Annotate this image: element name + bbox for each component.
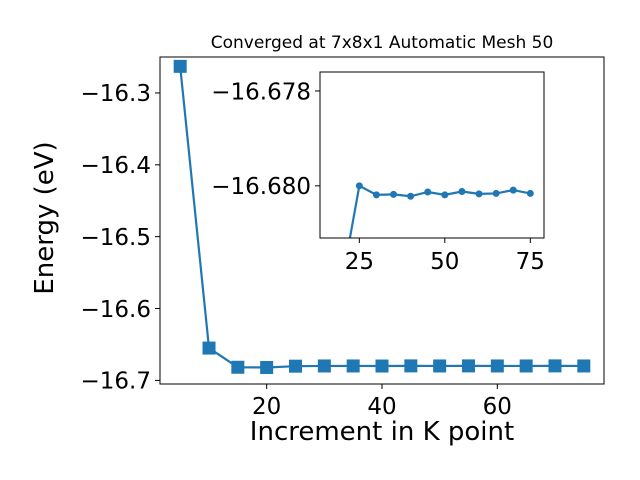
inset-data-point — [526, 189, 534, 197]
main-y-tick-label: −16.3 — [81, 81, 151, 107]
main-y-tick-label: −16.7 — [81, 369, 151, 395]
inset-x-tick-label: 25 — [345, 249, 374, 275]
main-x-axis: 20 40 60 — [252, 384, 512, 420]
inset-data-point — [407, 192, 415, 200]
x-axis-label: Increment in K point — [250, 417, 514, 447]
main-data-point — [260, 360, 274, 374]
inset-axes-frame — [319, 71, 545, 239]
inset-data-point — [509, 186, 517, 194]
inset-data-point — [355, 182, 363, 190]
y-axis-label: Energy (eV) — [30, 141, 60, 294]
inset-y-tick-label: −16.680 — [211, 174, 311, 200]
chart-title: Converged at 7x8x1 Automatic Mesh 50 — [211, 33, 554, 53]
main-data-point — [173, 59, 187, 73]
main-data-point — [577, 359, 591, 373]
main-data-point — [490, 359, 504, 373]
inset-data-point — [441, 191, 449, 199]
main-data-point — [375, 359, 389, 373]
main-data-point — [289, 359, 303, 373]
main-data-point — [346, 359, 360, 373]
main-x-tick-label: 20 — [252, 394, 281, 420]
main-data-point — [202, 341, 216, 355]
main-x-tick-label: 60 — [483, 394, 512, 420]
main-x-tick-label: 40 — [367, 394, 396, 420]
inset-data-point — [372, 191, 380, 199]
main-data-point — [461, 359, 475, 373]
main-y-tick-label: −16.4 — [81, 153, 151, 179]
inset-data-point — [390, 190, 398, 198]
main-data-point — [317, 359, 331, 373]
inset-data-point — [492, 189, 500, 197]
inset-data-point — [475, 190, 483, 198]
inset-x-tick-label: 75 — [516, 249, 545, 275]
main-chart: Converged at 7x8x1 Automatic Mesh 50 20 4… — [30, 33, 605, 447]
inset-chart: 25 50 75 −16.680 −16.678 — [211, 71, 545, 275]
main-y-axis: −16.3 −16.4 −16.5 −16.6 −16.7 — [81, 81, 160, 395]
inset-x-axis: 25 50 75 — [345, 238, 545, 275]
main-plot-area — [173, 59, 591, 374]
main-data-point — [231, 360, 245, 374]
main-data-point — [433, 359, 447, 373]
inset-data-point — [424, 188, 432, 196]
inset-data-point — [458, 188, 466, 196]
main-data-point — [519, 359, 533, 373]
inset-y-tick-label: −16.678 — [211, 79, 311, 105]
main-data-point — [548, 359, 562, 373]
inset-plot-area — [348, 182, 534, 238]
inset-x-tick-label: 50 — [430, 249, 459, 275]
inset-background — [320, 72, 544, 238]
main-y-tick-label: −16.6 — [81, 297, 151, 323]
inset-y-axis: −16.680 −16.678 — [211, 79, 320, 200]
main-data-point — [404, 359, 418, 373]
main-y-tick-label: −16.5 — [81, 225, 151, 251]
